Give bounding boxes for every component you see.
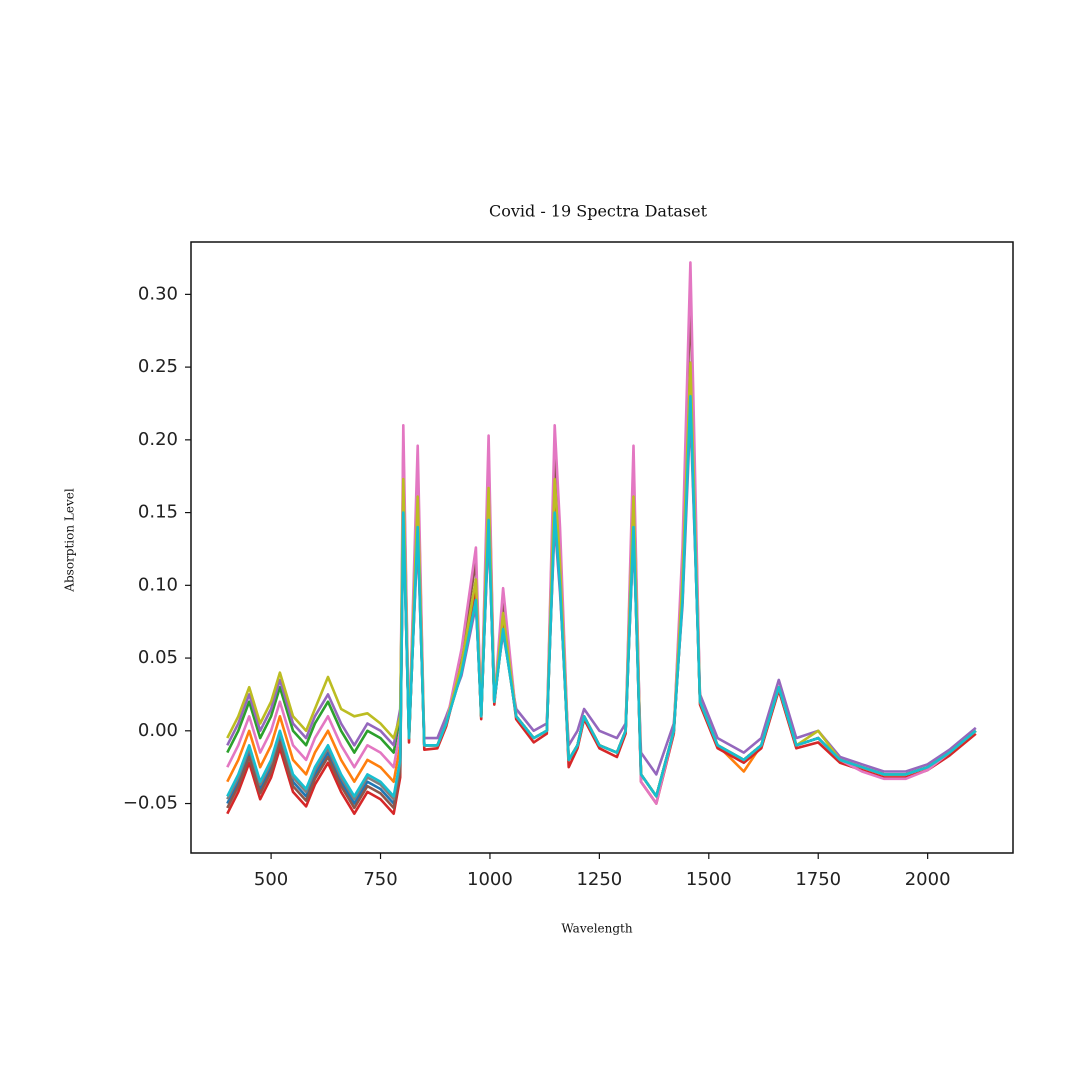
spectrum-line [226, 394, 977, 798]
y-tick-label: 0.15 [138, 502, 178, 523]
y-tick-label: 0.20 [138, 429, 178, 450]
x-tick-label: 750 [363, 869, 397, 890]
y-tick-label: 0.10 [138, 574, 178, 595]
spectrum-line [226, 377, 977, 798]
plot-area [226, 261, 977, 816]
x-tick-label: 1750 [795, 869, 841, 890]
x-tick-label: 1500 [686, 869, 732, 890]
y-tick-label: 0.00 [138, 720, 178, 741]
x-axis-label: Wavelength [561, 922, 632, 936]
chart-title: Covid - 19 Spectra Dataset [489, 202, 708, 221]
plot-frame [190, 241, 1014, 854]
spectrum-line [226, 394, 977, 801]
spectrum-line [226, 410, 977, 776]
x-tick-label: 2000 [905, 869, 951, 890]
y-tick-label: 0.30 [138, 283, 178, 304]
y-tick-label: 0.25 [138, 356, 178, 377]
x-tick-label: 500 [254, 869, 288, 890]
x-tick-label: 1000 [467, 869, 513, 890]
y-axis-label: Absorption Level [63, 488, 77, 593]
x-tick-label: 1250 [576, 869, 622, 890]
spectrum-line [226, 394, 977, 798]
y-tick-label: 0.05 [138, 647, 178, 668]
y-tick-label: −0.05 [123, 793, 178, 814]
